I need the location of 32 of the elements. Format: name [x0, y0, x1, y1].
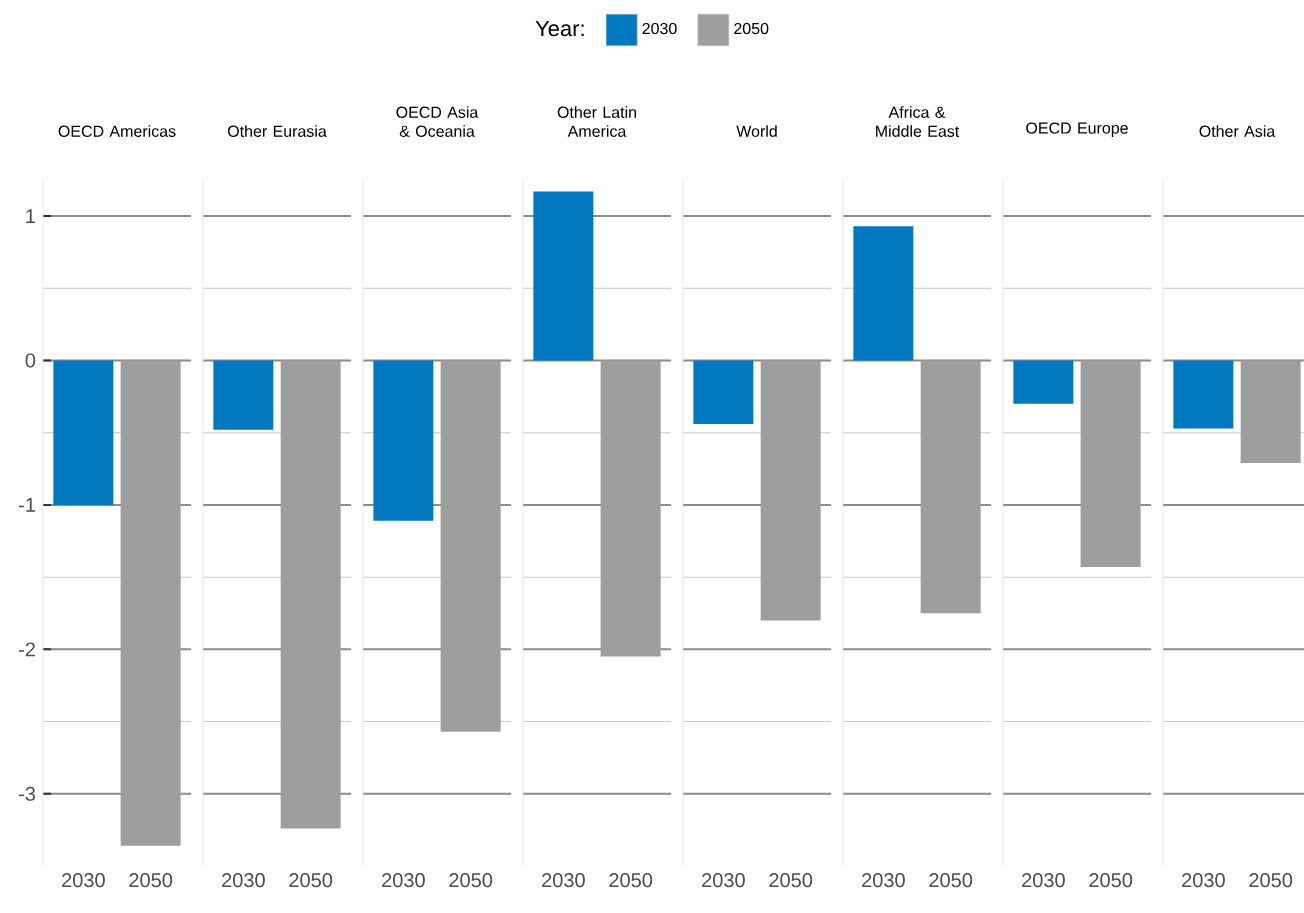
y-tick-label: -2 — [19, 642, 35, 657]
x-tick-label: 2030 — [1022, 873, 1065, 888]
x-tick-label: 2050 — [769, 873, 813, 888]
x-tick-label: 2030 — [542, 873, 585, 888]
y-tick-label: 0 — [25, 353, 36, 368]
x-tick-label: 2050 — [609, 873, 653, 888]
chart-title: OECD Asia & Oceania — [396, 106, 479, 137]
x-tick-label: 2050 — [449, 873, 493, 888]
x-tick-label: 2030 — [862, 873, 905, 888]
x-tick-label: 2030 — [62, 873, 105, 888]
x-tick-label: 2050 — [289, 873, 333, 888]
chart-title: World — [736, 125, 777, 137]
x-tick-label: 2030 — [1182, 873, 1225, 888]
chart-title: Other Latin America — [557, 106, 636, 137]
chart-title: OECD Europe — [1026, 122, 1128, 137]
y-tick-label: 1 — [26, 209, 35, 223]
x-tick-label: 2030 — [382, 873, 425, 888]
x-tick-label: 2050 — [129, 873, 173, 888]
x-tick-label: 2050 — [1089, 873, 1133, 888]
y-tick-label: -1 — [19, 498, 35, 512]
x-tick-label: 2050 — [929, 873, 973, 888]
chart-title: Africa & Middle East — [876, 106, 960, 137]
x-tick-label: 2030 — [222, 873, 265, 888]
legend-title: Year: — [535, 20, 584, 37]
chart-title: Other Eurasia — [227, 125, 327, 137]
chart-title: OECD Americas — [58, 125, 176, 137]
legend-label: 2050 — [734, 22, 769, 35]
x-tick-label: 2030 — [702, 873, 745, 888]
legend-label: 2030 — [642, 22, 677, 35]
chart-title: Other Asia — [1199, 125, 1276, 137]
y-tick-label: -3 — [19, 786, 36, 801]
x-tick-label: 2050 — [1249, 873, 1293, 888]
